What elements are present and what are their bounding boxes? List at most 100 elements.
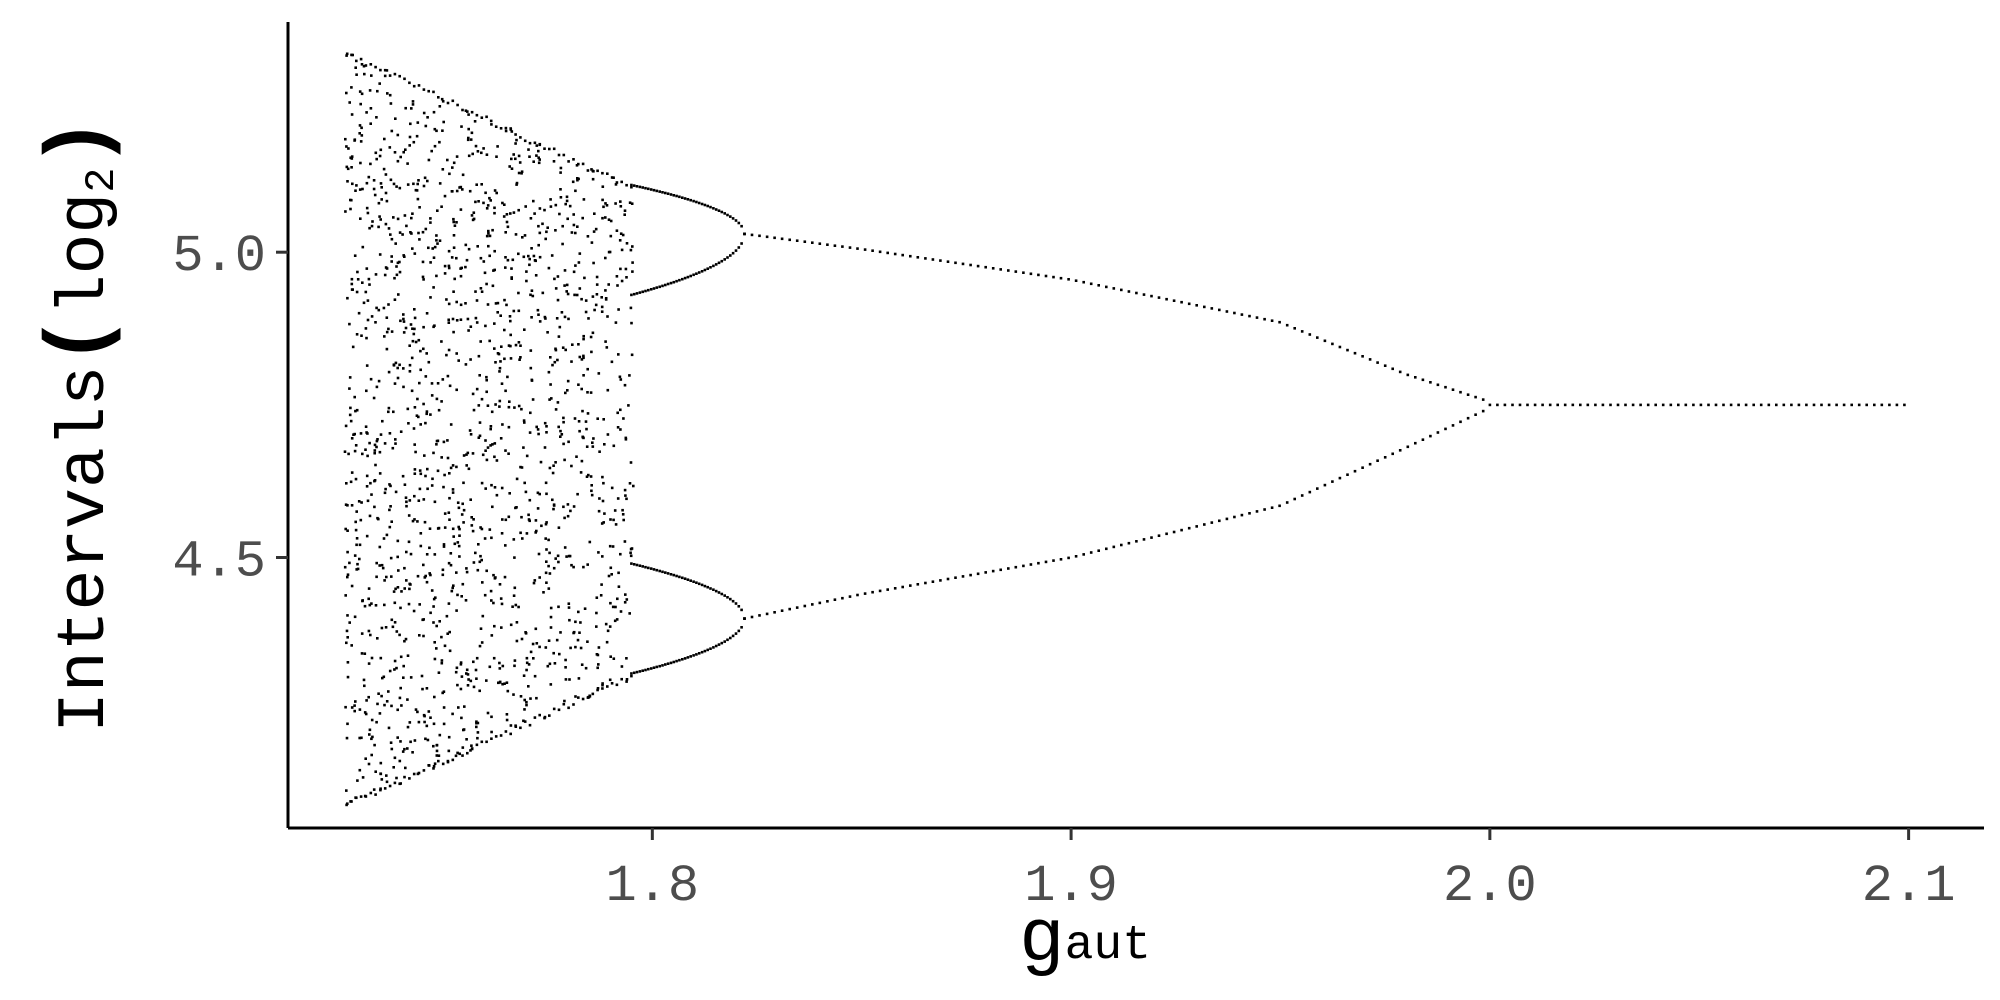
chaos-point <box>394 587 397 591</box>
period2-lower-point <box>1368 462 1372 466</box>
chaos-point <box>360 501 363 504</box>
chaos-point <box>492 601 495 605</box>
chaos-point <box>350 584 354 588</box>
chaos-point <box>472 211 476 214</box>
chaos-point <box>402 317 405 321</box>
period2-upper-point <box>1150 294 1153 298</box>
fixed-point <box>1548 403 1552 407</box>
chaos-point <box>395 185 398 188</box>
chaos-point <box>368 514 372 518</box>
chaos-point <box>563 699 566 703</box>
period4-point <box>703 584 707 588</box>
chaos-point <box>601 185 605 188</box>
period2-lower-point <box>780 609 784 612</box>
chaos-point <box>388 669 392 673</box>
chaos-point <box>443 194 447 198</box>
chaos-point <box>377 225 380 229</box>
chaos-point <box>395 776 398 780</box>
chaos-point <box>388 483 391 486</box>
period4-point <box>658 664 661 668</box>
chaos-point <box>508 400 511 403</box>
chaos-point <box>563 458 566 462</box>
chaos-point <box>579 471 583 474</box>
chaos-point <box>426 179 429 183</box>
chaos-point <box>553 277 556 281</box>
chaos-point <box>504 266 507 269</box>
chaos-point <box>349 406 352 410</box>
period2-upper-point <box>1353 351 1357 355</box>
chaos-point <box>441 168 445 171</box>
chaos-point <box>537 552 541 556</box>
chaos-point <box>436 469 440 473</box>
chaos-point <box>455 388 458 392</box>
chaos-point <box>517 309 521 313</box>
chaos-point <box>428 572 431 575</box>
chaos-point <box>447 249 451 253</box>
chaos-point <box>581 697 585 701</box>
chaos-point <box>401 233 404 236</box>
period4-point <box>661 570 664 574</box>
chaos-point <box>485 390 488 394</box>
chaos-point <box>515 183 518 186</box>
fixed-point <box>1865 403 1868 407</box>
chaos-point <box>472 217 476 221</box>
fixed-point <box>1684 403 1688 407</box>
period2-upper-point <box>1097 284 1100 287</box>
period2-upper-point <box>833 244 837 247</box>
chaos-point <box>375 157 378 161</box>
chaos-point <box>398 696 402 700</box>
chaos-point <box>383 68 387 72</box>
period4-point <box>669 193 673 196</box>
chaos-point <box>587 317 590 320</box>
chaos-point <box>458 555 461 558</box>
chaos-point <box>536 507 540 510</box>
chaos-point <box>577 696 580 699</box>
chaos-point <box>523 139 527 143</box>
chaos-point <box>492 573 495 577</box>
chaos-point <box>430 484 434 487</box>
chaos-point <box>591 692 595 696</box>
chaos-point <box>433 641 436 644</box>
period2-lower-point <box>1263 508 1266 511</box>
chaos-point <box>369 633 372 637</box>
period2-lower-point <box>939 579 942 582</box>
chaos-point <box>449 563 453 567</box>
fixed-point <box>1835 403 1838 407</box>
period4-point <box>675 574 678 578</box>
chaos-point <box>424 375 428 378</box>
chaos-point <box>406 698 409 701</box>
period4-point <box>635 563 639 567</box>
chaos-point <box>624 267 628 271</box>
period4-point <box>709 266 712 269</box>
fixed-point <box>1541 403 1544 407</box>
period2-lower-point <box>1112 545 1116 549</box>
chaos-point <box>523 421 526 424</box>
chaos-point <box>465 258 469 262</box>
chaos-point <box>481 614 485 618</box>
chaos-point <box>409 552 413 556</box>
chaos-point <box>519 695 523 698</box>
chaos-point <box>414 450 417 454</box>
chaos-point <box>504 231 507 234</box>
chaos-point <box>379 787 382 790</box>
chaos-point <box>442 543 446 546</box>
chaos-point <box>447 318 450 322</box>
chaos-point <box>433 245 437 249</box>
chaos-point <box>509 344 512 348</box>
chaos-point <box>447 264 451 268</box>
chaos-point <box>590 484 593 487</box>
chaos-point <box>425 410 429 413</box>
chaos-point <box>511 258 515 262</box>
chaos-point <box>365 389 368 393</box>
chaos-point <box>577 177 580 181</box>
fixed-point <box>1752 403 1755 407</box>
chaos-point <box>431 477 434 481</box>
chaos-point <box>380 778 384 781</box>
chaos-point <box>408 344 411 347</box>
period2-upper-point <box>1459 390 1462 394</box>
period2-lower-point <box>931 580 935 583</box>
chaos-point <box>369 63 373 66</box>
chaos-point <box>419 472 423 476</box>
chaos-point <box>548 551 551 555</box>
chaos-point <box>383 703 386 707</box>
